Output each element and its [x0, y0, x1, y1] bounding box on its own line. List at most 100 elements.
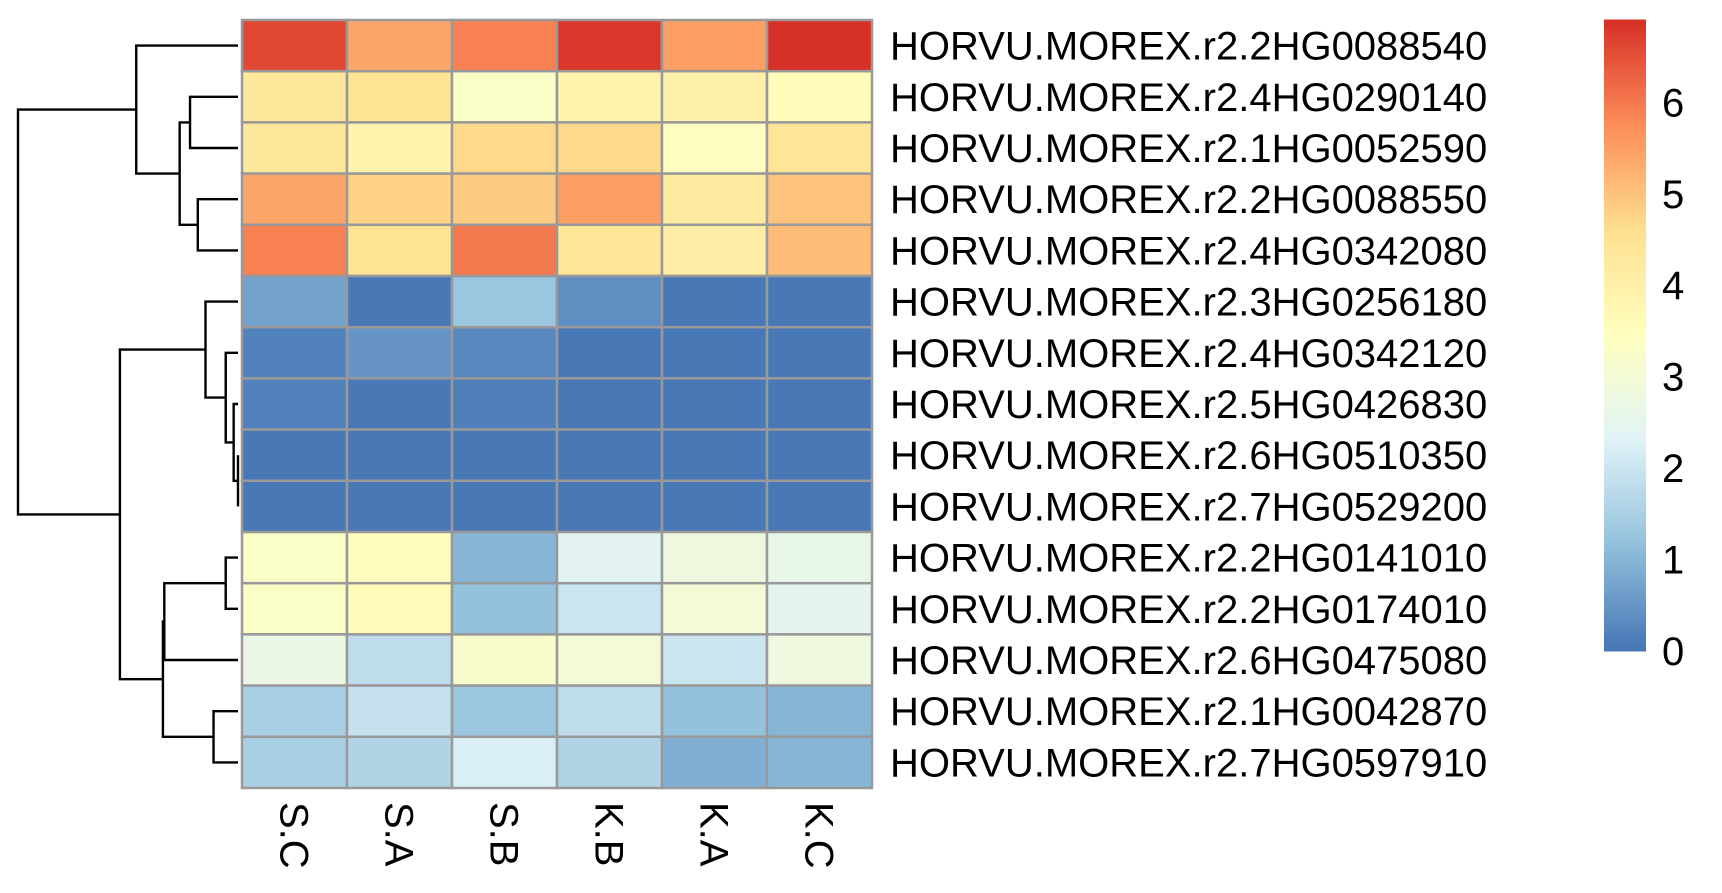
colorbar-segment: [1604, 402, 1646, 409]
row-label: HORVU.MOREX.r2.6HG0475080: [890, 639, 1487, 683]
row-label: HORVU.MOREX.r2.1HG0042870: [890, 690, 1487, 734]
colorbar-segment: [1604, 145, 1646, 152]
heatmap-cell: [555, 377, 664, 431]
colorbar-segment: [1604, 375, 1646, 382]
colorbar-segment: [1604, 393, 1646, 400]
heatmap-cell: [765, 377, 874, 431]
colorbar-segment: [1604, 339, 1646, 346]
dendrogram-branch: [163, 582, 238, 662]
colorbar-segment: [1604, 217, 1646, 224]
heatmap-cell: [660, 325, 769, 380]
column-label: S.A: [377, 802, 421, 867]
heatmap-cell: [240, 735, 349, 790]
colorbar-segment: [1604, 537, 1646, 544]
colorbar-segment: [1604, 479, 1646, 485]
heatmap-cell: [555, 172, 664, 227]
colorbar-segment: [1604, 24, 1646, 30]
heatmap-cell: [240, 18, 349, 73]
row-label: HORVU.MOREX.r2.2HG0088540: [890, 25, 1487, 69]
colorbar-segment: [1604, 177, 1646, 183]
colorbar-segment: [1604, 285, 1646, 291]
colorbar-segment: [1604, 519, 1646, 526]
heatmap-cell: [555, 18, 664, 73]
colorbar-segment: [1604, 587, 1646, 593]
colorbar-segment: [1604, 258, 1646, 264]
colorbar-segment: [1604, 303, 1646, 309]
colorbar-segment: [1604, 240, 1646, 246]
colorbar-segment: [1604, 591, 1646, 598]
heatmap-cell: [345, 581, 454, 636]
colorbar-segment: [1604, 82, 1646, 89]
heatmap-cell: [555, 684, 664, 739]
heatmap-cell: [765, 325, 874, 380]
colorbar-segment: [1604, 244, 1646, 251]
heatmap-cell: [345, 377, 454, 431]
heatmap-cell: [345, 121, 454, 175]
heatmap-cell: [450, 684, 559, 739]
row-label: HORVU.MOREX.r2.1HG0052590: [890, 127, 1487, 171]
heatmap-cell: [240, 479, 349, 534]
heatmap-cell: [450, 325, 559, 380]
heatmap-cell: [765, 581, 874, 636]
colorbar-segment: [1604, 384, 1646, 391]
heatmap-cell: [450, 479, 559, 534]
colorbar-segment: [1604, 109, 1646, 116]
dendrogram-branch: [135, 44, 238, 175]
colorbar-segment: [1604, 524, 1646, 530]
heatmap-cell: [345, 684, 454, 739]
heatmap-cell: [450, 18, 559, 73]
heatmap-cell: [555, 121, 664, 175]
colorbar-segment: [1604, 353, 1646, 359]
dendrogram-branch: [196, 198, 238, 252]
heatmap-cell: [660, 428, 769, 483]
row-label: HORVU.MOREX.r2.5HG0426830: [890, 383, 1487, 427]
heatmap-cell: [240, 223, 349, 278]
colorbar-segment: [1604, 546, 1646, 553]
heatmap-cell: [240, 274, 349, 329]
colorbar-segment: [1604, 42, 1646, 48]
heatmap-cell: [555, 530, 664, 585]
colorbar-segment: [1604, 573, 1646, 580]
row-label: HORVU.MOREX.r2.4HG0342120: [890, 332, 1487, 376]
colorbar-segment: [1604, 569, 1646, 575]
dendrogram-branch: [16, 108, 137, 516]
colorbar-segment: [1604, 564, 1646, 571]
colorbar-segment: [1604, 96, 1646, 102]
row-labels: HORVU.MOREX.r2.2HG0088540 HORVU.MOREX.r2.…: [890, 25, 1487, 786]
colorbar-segment: [1604, 294, 1646, 300]
heatmap-cell: [450, 530, 559, 585]
colorbar-segment: [1604, 465, 1646, 472]
colorbar-segment: [1604, 407, 1646, 413]
colorbar-tick-label: 5: [1662, 173, 1684, 217]
heatmap-cell: [240, 684, 349, 739]
colorbar-segment: [1604, 348, 1646, 355]
heatmap-cell: [765, 428, 874, 483]
heatmap-cell: [450, 172, 559, 227]
heatmap-cell: [345, 735, 454, 790]
heatmap-cell: [660, 274, 769, 329]
colorbar-segment: [1604, 330, 1646, 336]
heatmap-cell: [345, 223, 454, 278]
colorbar-segment: [1604, 470, 1646, 476]
heatmap-cell: [555, 325, 664, 380]
colorbar-segment: [1604, 181, 1646, 188]
colorbar-tick-label: 4: [1662, 264, 1684, 308]
colorbar-segment: [1604, 249, 1646, 255]
colorbar-segment: [1604, 51, 1646, 57]
colorbar-segment: [1604, 190, 1646, 197]
color-legend: 0 1 2 3 4 5 6: [1604, 19, 1684, 674]
colorbar-segment: [1604, 69, 1646, 75]
colorbar-segment: [1604, 528, 1646, 535]
heatmap-cell: [660, 530, 769, 585]
colorbar-segment: [1604, 371, 1646, 377]
heatmap-cell: [345, 274, 454, 329]
heatmap-cell: [240, 121, 349, 175]
heatmap-cell: [555, 223, 664, 278]
row-dendrogram: [16, 44, 240, 764]
heatmap-cell: [660, 633, 769, 687]
colorbar-tick-label: 2: [1662, 447, 1684, 491]
colorbar-segment: [1604, 542, 1646, 548]
colorbar-segment: [1604, 447, 1646, 454]
colorbar-segment: [1604, 132, 1646, 138]
